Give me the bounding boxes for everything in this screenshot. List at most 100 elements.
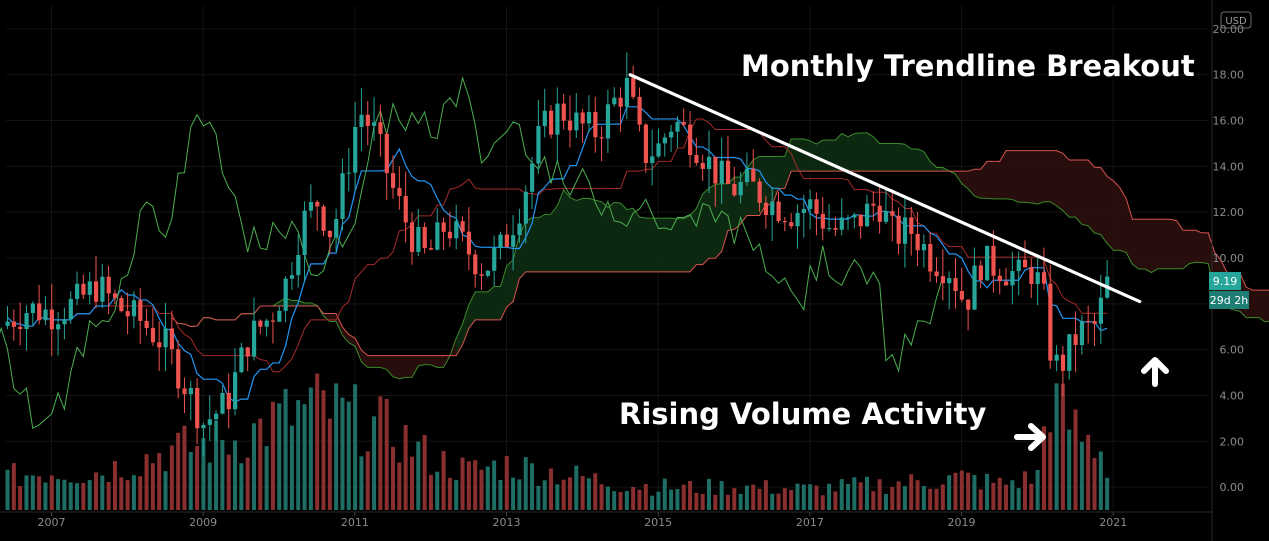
- candle-body[interactable]: [795, 213, 800, 227]
- candle-body[interactable]: [827, 228, 832, 230]
- candle-body[interactable]: [188, 388, 193, 395]
- candle-body[interactable]: [991, 245, 996, 276]
- candle-body[interactable]: [561, 103, 566, 121]
- candle-body[interactable]: [283, 278, 288, 311]
- candle-body[interactable]: [251, 320, 257, 357]
- candle-body[interactable]: [264, 320, 269, 327]
- candle-body[interactable]: [504, 234, 509, 247]
- candle-body[interactable]: [511, 235, 516, 247]
- candle-body[interactable]: [409, 222, 415, 252]
- candle-body[interactable]: [871, 203, 876, 206]
- candle-body[interactable]: [245, 347, 250, 357]
- candle-body[interactable]: [391, 173, 396, 188]
- candle-body[interactable]: [928, 244, 933, 272]
- candle-body[interactable]: [454, 221, 459, 239]
- candle-body[interactable]: [334, 218, 339, 238]
- candle-body[interactable]: [157, 342, 162, 348]
- candle-body[interactable]: [782, 220, 788, 223]
- candle-body[interactable]: [713, 156, 718, 184]
- candle-body[interactable]: [631, 77, 636, 97]
- candle-body[interactable]: [163, 328, 168, 348]
- candle-body[interactable]: [1029, 267, 1034, 285]
- candle-body[interactable]: [586, 111, 592, 124]
- candle-body[interactable]: [852, 214, 857, 218]
- candle-body[interactable]: [536, 126, 541, 164]
- candle-body[interactable]: [1098, 297, 1104, 324]
- candle-body[interactable]: [985, 245, 990, 281]
- candle-body[interactable]: [49, 309, 54, 330]
- candle-body[interactable]: [934, 271, 939, 277]
- currency-badge[interactable]: [1220, 11, 1252, 29]
- candle-body[interactable]: [1022, 259, 1028, 268]
- candle-body[interactable]: [814, 199, 819, 214]
- candle-body[interactable]: [517, 223, 522, 236]
- candle-body[interactable]: [732, 183, 737, 196]
- candle-body[interactable]: [789, 222, 794, 227]
- candle-body[interactable]: [763, 202, 769, 216]
- candle-body[interactable]: [207, 419, 212, 425]
- candle-body[interactable]: [353, 126, 358, 173]
- candle-body[interactable]: [618, 97, 623, 107]
- candle-body[interactable]: [1079, 320, 1085, 346]
- candle-body[interactable]: [321, 206, 326, 231]
- candle-body[interactable]: [662, 137, 667, 144]
- candle-body[interactable]: [131, 300, 137, 317]
- candle-body[interactable]: [877, 205, 882, 222]
- candle-body[interactable]: [599, 137, 604, 139]
- candle-body[interactable]: [277, 310, 282, 322]
- candle-body[interactable]: [1004, 281, 1009, 286]
- candle-body[interactable]: [1086, 320, 1091, 322]
- candle-body[interactable]: [5, 321, 10, 326]
- candle-body[interactable]: [270, 320, 276, 322]
- candle-body[interactable]: [302, 210, 307, 256]
- candle-body[interactable]: [757, 181, 762, 203]
- candle-body[interactable]: [1073, 334, 1078, 346]
- candle-body[interactable]: [820, 213, 825, 229]
- candle-body[interactable]: [650, 156, 655, 164]
- candle-body[interactable]: [1092, 321, 1097, 324]
- candle-body[interactable]: [125, 311, 130, 317]
- candle-body[interactable]: [1067, 334, 1072, 371]
- candle-body[interactable]: [549, 110, 554, 135]
- trendline[interactable]: [628, 73, 1142, 304]
- candle-body[interactable]: [460, 221, 465, 232]
- candle-body[interactable]: [397, 187, 402, 196]
- candle-body[interactable]: [43, 309, 48, 321]
- candle-body[interactable]: [258, 320, 263, 327]
- candle-body[interactable]: [776, 201, 781, 221]
- candle-body[interactable]: [1048, 283, 1053, 361]
- candle-body[interactable]: [466, 231, 472, 255]
- candle-body[interactable]: [365, 114, 370, 126]
- candle-body[interactable]: [479, 274, 484, 276]
- candle-body[interactable]: [593, 111, 598, 138]
- candle-body[interactable]: [1035, 272, 1040, 285]
- candle-body[interactable]: [346, 172, 351, 174]
- candle-body[interactable]: [700, 162, 705, 169]
- candle-body[interactable]: [485, 270, 491, 276]
- candle-body[interactable]: [56, 324, 61, 330]
- candle-body[interactable]: [214, 413, 219, 420]
- candle-body[interactable]: [403, 195, 408, 223]
- candle-body[interactable]: [744, 168, 750, 182]
- candle-body[interactable]: [447, 231, 453, 239]
- candle-body[interactable]: [75, 283, 80, 299]
- candle-body[interactable]: [112, 293, 118, 298]
- candle-body[interactable]: [233, 372, 238, 410]
- candle-body[interactable]: [176, 349, 181, 389]
- candle-body[interactable]: [801, 208, 806, 214]
- candle-body[interactable]: [637, 96, 642, 125]
- candle-body[interactable]: [492, 248, 497, 271]
- candle-body[interactable]: [1054, 354, 1059, 361]
- candle-body[interactable]: [612, 97, 617, 105]
- candle-body[interactable]: [966, 299, 971, 310]
- candle-body[interactable]: [93, 281, 99, 302]
- candle-body[interactable]: [315, 201, 320, 207]
- candle-body[interactable]: [675, 121, 680, 132]
- candle-body[interactable]: [953, 278, 958, 292]
- candle-body[interactable]: [1010, 271, 1015, 286]
- candle-body[interactable]: [624, 77, 630, 107]
- candle-body[interactable]: [87, 281, 92, 295]
- candle-body[interactable]: [289, 275, 295, 279]
- candle-body[interactable]: [688, 124, 693, 155]
